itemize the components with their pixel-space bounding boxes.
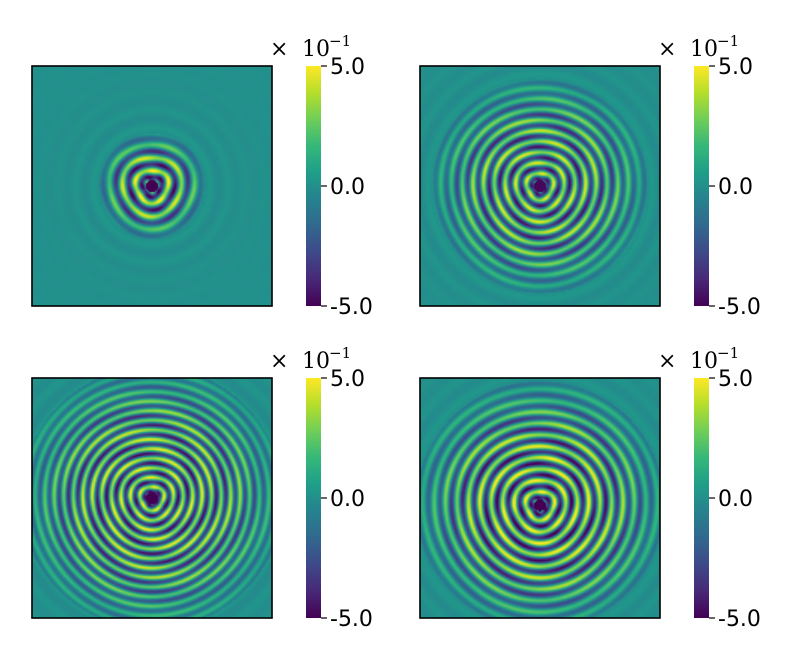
panel-bottom-left: 5.0 0.0 -5.0 × 10 −1 [31, 344, 373, 632]
colorbar-multiplier-exponent: −1 [717, 344, 739, 362]
colorbar-tick-label: -5.0 [718, 295, 761, 320]
plot-frame [419, 377, 661, 619]
heatmap-image [420, 378, 660, 618]
colorbar-tick-label: 5.0 [718, 55, 753, 80]
plot-frame [31, 377, 273, 619]
colorbar-multiplier-base: 10 [690, 349, 718, 374]
colorbar [694, 66, 709, 306]
colorbar-multiplier-sign: × [658, 349, 676, 374]
colorbar [306, 66, 321, 306]
colorbar-tick-label: 5.0 [330, 367, 365, 392]
colorbar-multiplier-sign: × [270, 37, 288, 62]
colorbar-tick-label: 5.0 [718, 367, 753, 392]
colorbar-tick-label: -5.0 [718, 607, 761, 632]
colorbar-multiplier-exponent: −1 [329, 32, 351, 50]
plot-frame [419, 65, 661, 307]
colorbar-tick-label: 0.0 [718, 487, 753, 512]
plot-frame [31, 65, 273, 307]
colorbar-multiplier-exponent: −1 [329, 344, 351, 362]
colorbar-tick-label: 5.0 [330, 55, 365, 80]
heatmap-image [420, 66, 660, 306]
colorbar-multiplier-base: 10 [302, 349, 330, 374]
colorbar [694, 378, 709, 618]
colorbar-tick-label: 0.0 [718, 175, 753, 200]
heatmap-image [32, 66, 272, 306]
colorbar-multiplier-base: 10 [690, 37, 718, 62]
colorbar-multiplier-base: 10 [302, 37, 330, 62]
colorbar-tick-label: -5.0 [330, 607, 373, 632]
colorbar [306, 378, 321, 618]
colorbar-tick-label: 0.0 [330, 487, 365, 512]
colorbar-tick-label: 0.0 [330, 175, 365, 200]
colorbar-multiplier-sign: × [658, 37, 676, 62]
colorbar-multiplier-exponent: −1 [717, 32, 739, 50]
panel-bottom-right: 5.0 0.0 -5.0 × 10 −1 [419, 344, 761, 632]
heatmap-image [32, 378, 272, 618]
panel-top-right: 5.0 0.0 -5.0 × 10 −1 [419, 32, 761, 320]
colorbar-multiplier-sign: × [270, 349, 288, 374]
colorbar-tick-label: -5.0 [330, 295, 373, 320]
panel-top-left: 5.0 0.0 -5.0 × 10 −1 [31, 32, 373, 320]
